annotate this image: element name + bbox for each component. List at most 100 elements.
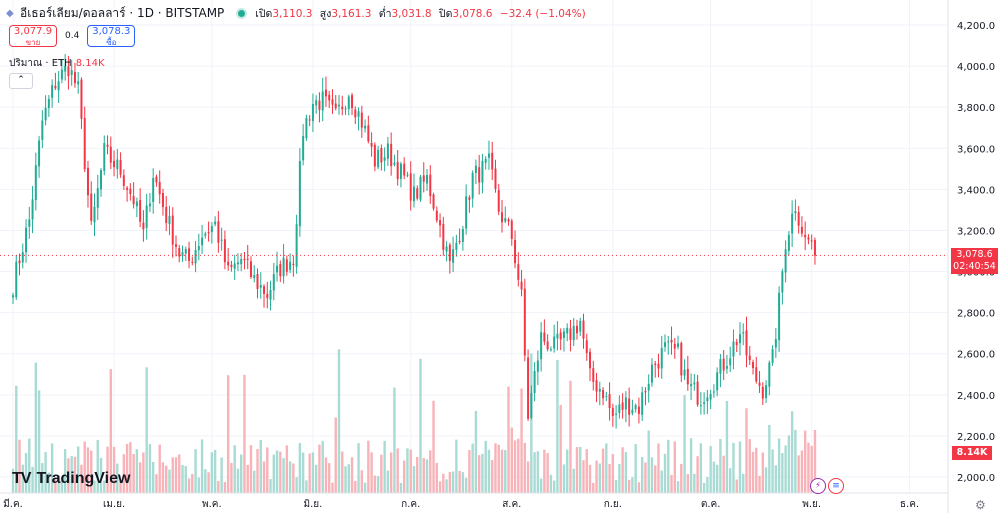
symbol-title[interactable]: อีเธอร์เลียม/ดอลลาร์ · 1D · BITSTAMP (20, 6, 225, 20)
price-axis: 4,200.0 4,000.0 3,800.0 3,600.0 3,400.0 3,200… (947, 0, 995, 513)
volume-bar (631, 477, 634, 493)
volume-bar (367, 440, 370, 493)
candle-body (292, 263, 295, 265)
volume-bar (425, 459, 429, 493)
volume-bar (566, 449, 569, 493)
volume-bar (282, 458, 285, 493)
candle-body (145, 205, 148, 228)
volume-bar (559, 404, 562, 493)
volume-bar (31, 466, 34, 493)
volume-bar (44, 452, 47, 493)
candle-body (595, 380, 598, 392)
candle-body (165, 206, 168, 224)
candle-body (201, 237, 204, 246)
candle-body (458, 240, 461, 243)
volume-bar (151, 461, 155, 493)
volume-bar (477, 455, 481, 493)
volume-bar (497, 444, 500, 493)
volume-bar (178, 454, 181, 493)
chevron-up-icon: ⌃ (17, 75, 25, 85)
volume-bar (432, 400, 435, 493)
candle-body (305, 117, 308, 139)
lightning-icon[interactable]: ⚡ (810, 478, 826, 494)
volume-bar (803, 430, 807, 493)
y-tick-label: 2,000.0 (957, 473, 995, 484)
volume-bar (34, 362, 38, 493)
candle-body (546, 341, 549, 350)
y-tick-label: 2,400.0 (957, 391, 995, 402)
candle-body (520, 281, 523, 290)
volume-bar (409, 449, 412, 493)
volume-bar (445, 479, 448, 493)
open-label: เปิด (255, 8, 273, 20)
volume-bar (797, 455, 800, 493)
collapse-legend-button[interactable]: ⌃ (9, 73, 33, 89)
open-value: 3,110.3 (272, 8, 313, 20)
gear-icon[interactable]: ⚙ (975, 498, 986, 512)
candle-body (86, 167, 89, 196)
volume-bar (311, 452, 315, 493)
volume-bar (376, 476, 380, 493)
candle-body (324, 89, 327, 97)
candle-body (445, 246, 448, 252)
volume-bar (194, 449, 197, 493)
sell-button[interactable]: 3,077.9 ขาย (9, 25, 57, 47)
volume-bar (350, 457, 354, 493)
volume-bar (213, 449, 217, 493)
candle-body (530, 393, 533, 418)
volume-bar (396, 448, 399, 493)
us-flag-icon[interactable]: ≡ (828, 478, 844, 494)
volume-bar (654, 465, 657, 493)
candle-body (732, 341, 735, 357)
volume-bar (572, 468, 575, 493)
volume-bar (70, 456, 73, 493)
candle-body (572, 325, 575, 341)
volume-bar (429, 450, 432, 493)
candle-body (354, 109, 357, 118)
x-tick-label: มิ.ย. (304, 499, 323, 510)
volume-bar (709, 446, 712, 493)
candle-body (276, 265, 279, 273)
volume-bar (259, 440, 262, 493)
volume-bar (676, 481, 680, 493)
volume-bar (491, 460, 494, 493)
spread-value: 0.4 (65, 31, 80, 41)
candle-body (810, 240, 813, 242)
candle-body (748, 355, 751, 361)
candle-body (126, 187, 129, 190)
volume-bar (673, 441, 676, 493)
candle-body (667, 341, 670, 343)
candle-body (139, 199, 142, 222)
volume-bar (474, 410, 478, 493)
volume-bar (588, 464, 592, 493)
candle-body (716, 372, 719, 391)
candle-body (240, 259, 243, 265)
candle-body (683, 369, 686, 376)
candle-body (57, 81, 60, 91)
candle-body (725, 366, 728, 369)
candle-body (553, 336, 556, 349)
volume-bar (513, 440, 517, 493)
candle-body (624, 397, 627, 410)
buy-button[interactable]: 3,078.3 ซื้อ (87, 25, 136, 47)
candle-body (253, 275, 256, 279)
candle-body (598, 388, 601, 392)
candle-body (452, 249, 455, 263)
volume-bar (347, 464, 350, 493)
candle-body (426, 175, 429, 184)
volume-bar (536, 451, 540, 493)
candle-body (556, 333, 559, 339)
symbol-legend: ◆ อีเธอร์เลียม/ดอลลาร์ · 1D · BITSTAMP เ… (6, 4, 586, 23)
tradingview-logo[interactable]: TV TradingView (12, 470, 130, 488)
y-tick-label: 2,200.0 (957, 432, 995, 443)
candle-body (207, 232, 210, 234)
candle-body (465, 196, 468, 229)
candle-body (15, 261, 18, 298)
candle-body (31, 199, 34, 220)
volume-bar (233, 445, 236, 493)
volume-legend[interactable]: ปริมาณ · ETH 8.14K (9, 56, 105, 71)
candle-body (442, 223, 445, 250)
market-status-dot[interactable] (238, 10, 246, 17)
volume-bar (735, 479, 738, 493)
